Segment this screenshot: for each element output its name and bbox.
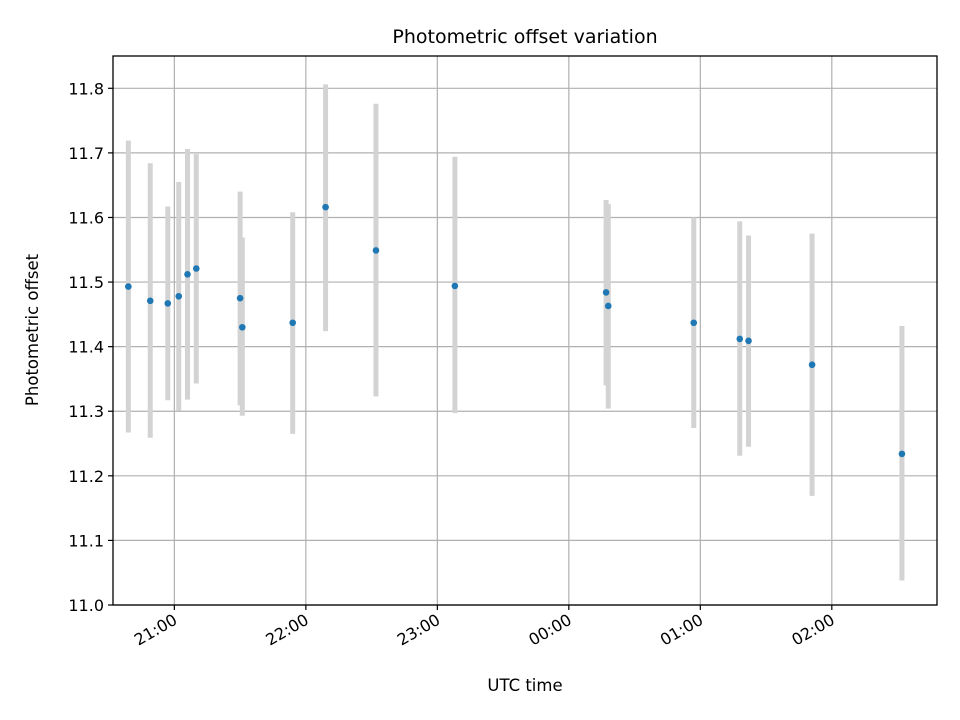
data-point-10 [372,247,380,254]
data-point-16 [745,337,752,345]
y-tick-label-0: 11.0 [68,596,104,615]
y-tick-label-5: 11.5 [68,273,104,292]
data-point-7 [238,323,246,331]
data-point-6 [236,294,244,302]
data-point-8 [289,319,297,327]
data-point-18 [898,450,906,458]
data-point-17 [808,361,816,369]
y-axis-title: Photometric offset [23,253,42,406]
data-point-2 [164,300,172,307]
data-point-14 [690,319,698,327]
plot-frame [112,55,938,606]
data-point-9 [322,203,329,211]
data-point-1 [146,297,154,305]
data-point-11 [451,282,459,290]
data-point-15 [736,335,744,343]
data-point-5 [192,265,200,272]
y-tick-label-8: 11.8 [68,79,104,98]
y-tick-label-6: 11.6 [68,208,104,227]
chart-title: Photometric offset variation [392,26,657,48]
data-point-4 [184,271,191,278]
y-tick-label-4: 11.4 [68,338,104,357]
x-axis-title: UTC time [487,676,562,695]
data-point-3 [175,292,183,300]
y-tick-label-1: 11.1 [68,531,104,550]
data-point-13 [604,302,612,310]
y-tick-label-7: 11.7 [68,144,104,163]
y-tick-label-3: 11.3 [68,402,104,421]
data-point-0 [125,283,132,290]
y-tick-label-2: 11.2 [68,467,104,486]
data-point-12 [602,289,610,296]
